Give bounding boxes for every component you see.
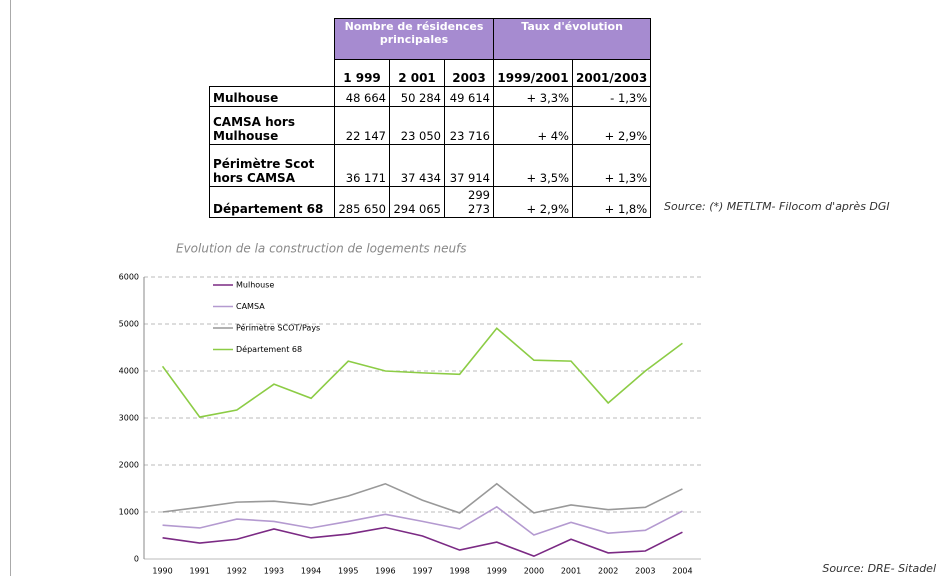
x-tick-label: 1995 (338, 567, 358, 576)
column-header: 1999/2001 (493, 59, 573, 87)
x-tick-label: 2002 (598, 567, 618, 576)
column-header: 2 001 (389, 59, 445, 87)
y-tick-label: 1000 (119, 508, 139, 517)
table-row: CAMSA hors Mulhouse 22 147 23 050 23 716 + 4… (209, 106, 652, 145)
x-tick-label: 1993 (264, 567, 284, 576)
series-line (162, 505, 683, 536)
table-source: Source: (*) METLTM- Filocom d'après DGI (664, 200, 890, 213)
x-tick-label: 2001 (561, 567, 581, 576)
empty-cell (209, 59, 335, 87)
x-tick-label: 1996 (375, 567, 395, 576)
series-line (162, 526, 683, 558)
number-cell: 36 171 (334, 144, 390, 187)
row-label: CAMSA hors Mulhouse (209, 106, 335, 145)
number-cell: + 1,3% (571, 144, 652, 187)
x-tick-label: 1999 (487, 567, 507, 576)
x-tick-label: 1992 (227, 567, 247, 576)
number-cell: 294 065 (389, 186, 445, 218)
group-header: Taux d'évolution (492, 18, 652, 60)
column-header: 2001/2003 (571, 59, 652, 87)
x-tick-label: 1994 (301, 567, 321, 576)
row-label: Département 68 (209, 186, 335, 218)
legend-label: Mulhouse (236, 281, 274, 290)
number-cell: + 4% (493, 106, 573, 145)
number-cell: 23 716 (444, 106, 494, 145)
legend-label: Périmètre SCOT/Pays (236, 323, 320, 333)
table-row: Mulhouse 48 664 50 284 49 614 + 3,3% - 1,3% (209, 86, 652, 107)
chart: Evolution de la construction de logement… (119, 242, 701, 576)
series-line (162, 482, 683, 514)
number-cell: 23 050 (389, 106, 445, 145)
y-tick-label: 2000 (119, 461, 139, 470)
table-row: Département 68 285 650 294 065 299 273 + 2,9… (209, 186, 652, 218)
x-tick-label: 2000 (524, 567, 544, 576)
group-header: Nombre de résidences principales (334, 18, 494, 60)
housing-table: Nombre de résidences principales Taux d'é… (209, 18, 652, 218)
x-tick-label: 1997 (412, 567, 432, 576)
legend-label: CAMSA (236, 302, 265, 311)
legend-label: Département 68 (236, 344, 302, 354)
number-cell: 285 650 (334, 186, 390, 218)
page: Nombre de résidences principales Taux d'é… (10, 0, 946, 576)
x-tick-label: 2003 (635, 567, 655, 576)
series-line (161, 327, 683, 418)
x-tick-label: 1991 (190, 567, 210, 576)
y-tick-label: 3000 (119, 414, 139, 423)
column-header: 2003 (444, 59, 494, 87)
number-cell: 22 147 (334, 106, 390, 145)
number-cell: 49 614 (444, 86, 494, 107)
chart-title: Evolution de la construction de logement… (176, 242, 467, 256)
header-row: Nombre de résidences principales Taux d'é… (210, 18, 652, 60)
y-tick-label: 4000 (119, 367, 139, 376)
column-header: 1 999 (334, 59, 390, 87)
x-tick-label: 1998 (449, 567, 469, 576)
number-cell: 37 914 (444, 144, 494, 187)
number-cell: + 3,5% (493, 144, 573, 187)
number-cell: + 1,8% (571, 186, 652, 218)
y-tick-label: 6000 (119, 273, 139, 282)
number-cell: + 2,9% (493, 186, 573, 218)
number-cell: 37 434 (389, 144, 445, 187)
x-tick-label: 1990 (152, 567, 172, 576)
number-cell: 299 273 (444, 186, 494, 218)
y-tick-label: 5000 (119, 320, 139, 329)
y-tick-label: 0 (134, 555, 139, 564)
header-row: 1 999 2 001 2003 1999/2001 2001/2003 (209, 59, 652, 87)
chart-source: Source: DRE- Sitadel (822, 562, 936, 575)
x-tick-label: 2004 (672, 567, 692, 576)
